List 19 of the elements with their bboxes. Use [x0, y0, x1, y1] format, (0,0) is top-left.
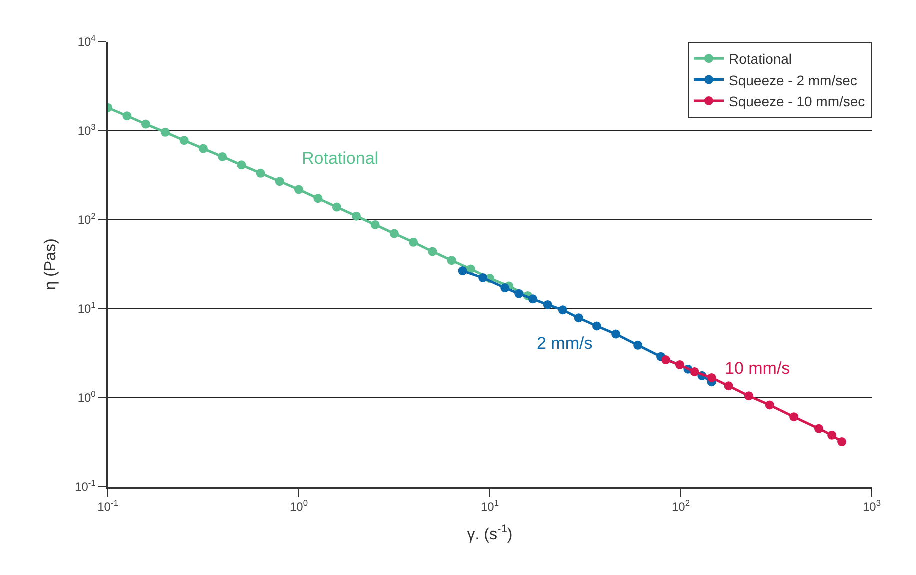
- legend-label: Rotational: [729, 51, 792, 68]
- x-tick-label: 10$^{3}$: [862, 498, 882, 514]
- x-tick-label: 10$^{2}$: [672, 498, 690, 514]
- annotation: 2 mm/s: [537, 334, 593, 353]
- legend-label: Squeeze - 2 mm/sec: [729, 72, 858, 88]
- y-tick-label: 10$^{2}$: [78, 211, 96, 228]
- x-tick-label: 10$^{0}$: [290, 498, 308, 514]
- annotation: 10 mm/s: [725, 359, 790, 378]
- y-tick-label: 10$^{3}$: [78, 122, 96, 138]
- y-tick-label: 10$^{1}$: [78, 300, 96, 316]
- y-axis-title: η (Pas): [42, 238, 60, 290]
- x-tick-label: 10$^{1}$: [480, 498, 500, 514]
- x-tick-label: 10$^{-1}$: [98, 498, 119, 514]
- legend-label: Squeeze - 10 mm/sec: [729, 93, 866, 110]
- y-tick-label: 10$^{4}$: [78, 33, 96, 50]
- x-axis-title: γ. (s$^{-1}$): [467, 524, 513, 544]
- annotation: Rotational: [302, 149, 379, 168]
- y-tick-label: 10$^{-1}$: [75, 478, 96, 494]
- y-tick-label: 10$^{0}$: [78, 389, 96, 406]
